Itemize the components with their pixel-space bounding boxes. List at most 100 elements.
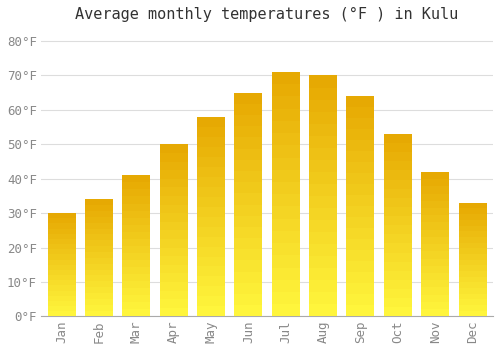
Bar [421, 309, 449, 316]
Bar [197, 306, 225, 316]
Bar [160, 299, 188, 308]
Bar [234, 138, 262, 149]
Bar [384, 152, 412, 161]
Bar [346, 107, 374, 118]
Bar [85, 211, 113, 217]
Bar [458, 305, 486, 311]
Bar [234, 272, 262, 283]
Bar [234, 149, 262, 160]
Bar [272, 133, 300, 145]
Bar [197, 206, 225, 217]
Bar [122, 253, 150, 260]
Bar [346, 294, 374, 306]
Bar [122, 196, 150, 203]
Bar [384, 225, 412, 234]
Bar [122, 182, 150, 189]
Bar [122, 203, 150, 211]
Bar [85, 252, 113, 258]
Bar [272, 109, 300, 121]
Bar [234, 305, 262, 316]
Bar [197, 157, 225, 167]
Bar [346, 162, 374, 173]
Bar [309, 208, 337, 220]
Bar [234, 126, 262, 138]
Bar [48, 290, 76, 296]
Bar [122, 211, 150, 218]
Bar [384, 216, 412, 225]
Bar [234, 283, 262, 294]
Bar [234, 249, 262, 260]
Bar [234, 104, 262, 115]
Bar [384, 198, 412, 207]
Bar [346, 184, 374, 195]
Bar [346, 118, 374, 129]
Bar [458, 225, 486, 231]
Bar [197, 167, 225, 177]
Bar [85, 299, 113, 305]
Bar [160, 256, 188, 265]
Bar [309, 76, 337, 88]
Bar [384, 289, 412, 298]
Bar [85, 246, 113, 252]
Bar [122, 225, 150, 232]
Bar [85, 305, 113, 310]
Bar [309, 196, 337, 208]
Bar [421, 201, 449, 208]
Bar [122, 232, 150, 239]
Bar [122, 302, 150, 309]
Bar [197, 226, 225, 237]
Bar [384, 189, 412, 198]
Bar [346, 261, 374, 272]
Bar [85, 223, 113, 229]
Bar [48, 239, 76, 244]
Bar [272, 72, 300, 84]
Bar [458, 311, 486, 316]
Bar [272, 97, 300, 109]
Bar [234, 93, 262, 316]
Bar [160, 144, 188, 316]
Bar [272, 292, 300, 304]
Bar [421, 179, 449, 186]
Bar [197, 237, 225, 246]
Bar [160, 308, 188, 316]
Bar [234, 182, 262, 193]
Bar [384, 244, 412, 253]
Bar [85, 258, 113, 264]
Bar [122, 218, 150, 225]
Bar [384, 234, 412, 244]
Bar [458, 254, 486, 260]
Bar [122, 175, 150, 316]
Bar [197, 246, 225, 257]
Bar [48, 306, 76, 311]
Bar [234, 260, 262, 272]
Bar [309, 256, 337, 268]
Bar [272, 170, 300, 182]
Bar [421, 273, 449, 280]
Bar [384, 180, 412, 189]
Bar [85, 293, 113, 299]
Bar [85, 240, 113, 246]
Bar [421, 302, 449, 309]
Bar [234, 227, 262, 238]
Bar [421, 259, 449, 266]
Bar [48, 296, 76, 301]
Bar [160, 265, 188, 273]
Bar [272, 121, 300, 133]
Bar [197, 276, 225, 286]
Bar [122, 189, 150, 196]
Bar [160, 153, 188, 161]
Bar [48, 244, 76, 249]
Bar [234, 93, 262, 104]
Bar [48, 213, 76, 316]
Bar [309, 88, 337, 99]
Bar [48, 218, 76, 223]
Bar [85, 234, 113, 240]
Bar [384, 280, 412, 289]
Bar [384, 262, 412, 271]
Bar [384, 134, 412, 143]
Bar [346, 228, 374, 239]
Bar [384, 298, 412, 307]
Bar [458, 271, 486, 277]
Bar [458, 276, 486, 282]
Bar [421, 172, 449, 316]
